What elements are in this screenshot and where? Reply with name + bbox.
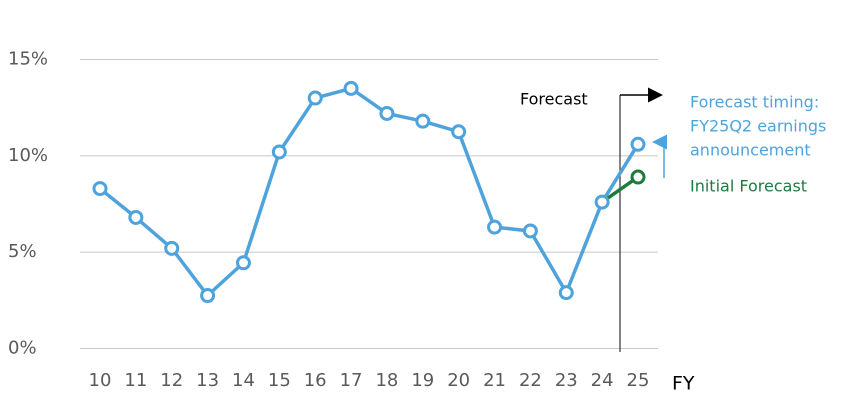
y-tick-label: 10% (8, 145, 48, 166)
point (307, 90, 323, 106)
point (451, 124, 467, 140)
x-axis-label: FY (672, 373, 695, 395)
point (415, 113, 431, 129)
x-tick-label: 24 (591, 370, 614, 391)
x-tick-label: 14 (232, 370, 255, 391)
point (200, 288, 216, 304)
x-tick-label: 25 (627, 370, 650, 391)
point (487, 219, 503, 235)
point (343, 80, 359, 96)
x-tick-label: 20 (447, 370, 470, 391)
point (594, 194, 610, 210)
y-tick-label: 5% (8, 241, 37, 262)
x-tick-label: 16 (304, 370, 327, 391)
annotation: Forecast timing: (690, 93, 819, 112)
forecast-label: Forecast (520, 90, 588, 109)
x-tick-label: 15 (268, 370, 291, 391)
x-tick-label: 18 (375, 370, 398, 391)
series-line (98, 86, 640, 298)
y-tick-label: 15% (8, 49, 48, 70)
point (630, 136, 646, 152)
x-tick-label: 21 (483, 370, 506, 391)
x-tick-label: 23 (555, 370, 578, 391)
x-tick-label: 10 (89, 370, 112, 391)
x-tick-label: 11 (124, 370, 147, 391)
annotation: FY25Q2 earnings (690, 117, 826, 136)
point (379, 105, 395, 121)
point (522, 223, 538, 239)
legend-label: Initial Forecast (690, 177, 807, 196)
annotation: announcement (690, 141, 811, 160)
point (128, 209, 144, 225)
x-tick-label: 13 (196, 370, 219, 391)
y-tick-label: 0% (8, 338, 37, 359)
point (235, 255, 251, 271)
point (558, 285, 574, 301)
x-tick-label: 19 (411, 370, 434, 391)
point (271, 144, 287, 160)
x-tick-label: 22 (519, 370, 542, 391)
x-tick-label: 12 (160, 370, 183, 391)
point (630, 169, 646, 185)
point (164, 240, 180, 256)
point (92, 181, 108, 197)
x-tick-label: 17 (340, 370, 363, 391)
